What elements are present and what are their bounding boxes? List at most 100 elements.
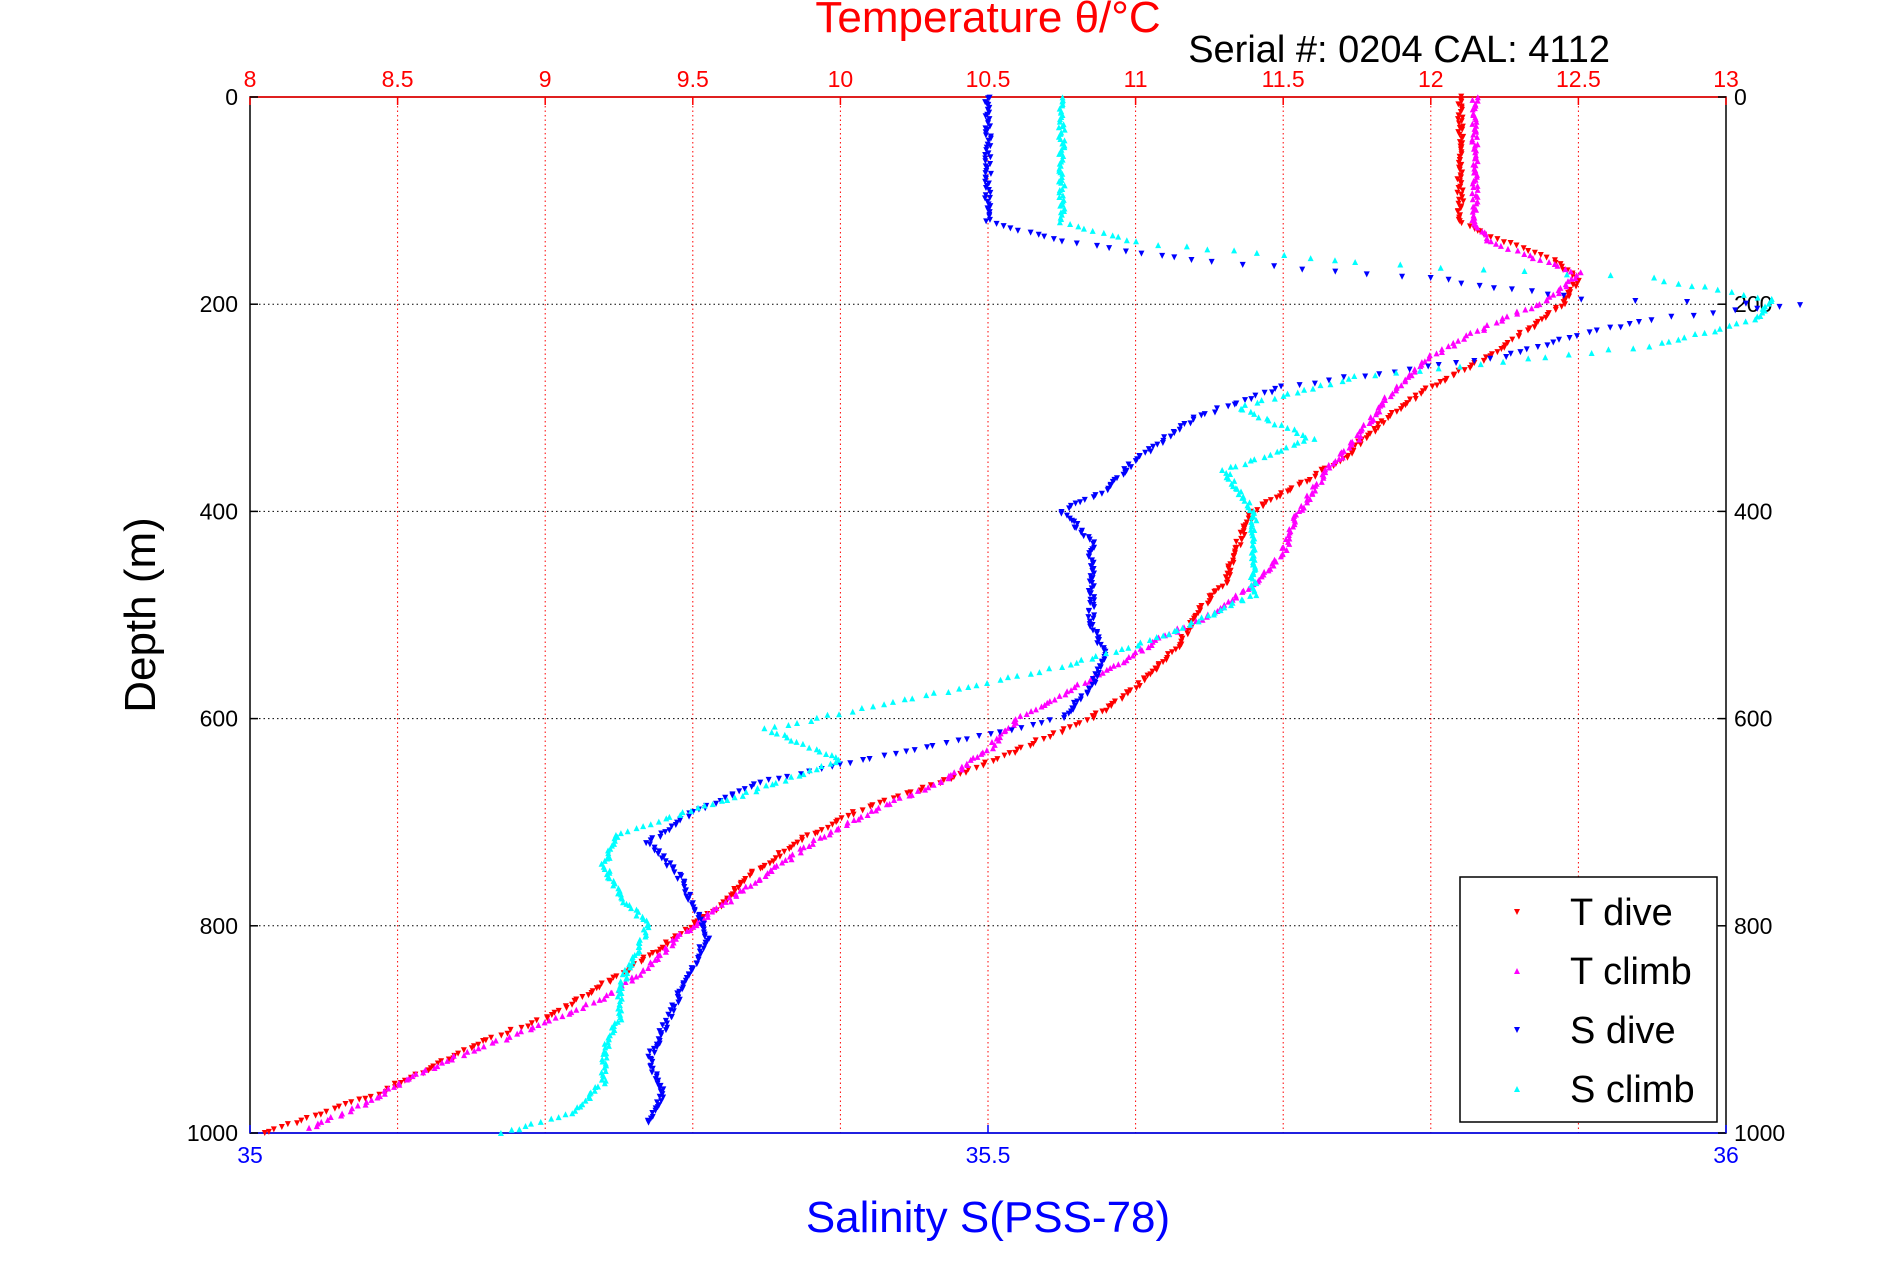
data-point	[1765, 300, 1772, 307]
data-point	[1254, 507, 1261, 514]
data-point	[1073, 659, 1080, 666]
data-point	[965, 684, 972, 691]
series-t-climb	[306, 94, 1584, 1131]
data-point	[1542, 314, 1549, 321]
data-point	[684, 927, 691, 934]
data-point	[1248, 514, 1255, 521]
data-point	[381, 1090, 388, 1097]
data-point	[1525, 355, 1532, 362]
data-point	[654, 949, 661, 956]
data-point	[1456, 131, 1463, 138]
data-point	[374, 1094, 381, 1101]
data-point	[1474, 193, 1481, 200]
data-point	[881, 797, 888, 804]
legend-marker	[1514, 968, 1520, 974]
data-point	[794, 839, 801, 846]
data-point	[666, 813, 673, 820]
data-point	[1176, 426, 1183, 433]
data-point	[648, 1069, 655, 1076]
data-point	[1380, 420, 1387, 427]
data-point	[1198, 412, 1205, 419]
data-point	[1437, 264, 1444, 271]
data-point	[823, 750, 830, 757]
data-point	[978, 750, 985, 757]
data-point	[1167, 433, 1174, 440]
data-point	[1550, 291, 1557, 298]
data-point	[1087, 623, 1094, 630]
data-point	[1406, 396, 1413, 403]
data-point	[1004, 674, 1011, 681]
data-point	[1477, 361, 1484, 368]
data-point	[1490, 285, 1497, 292]
data-point	[662, 858, 669, 865]
data-point	[1091, 594, 1098, 601]
data-point	[1684, 299, 1691, 306]
data-point	[628, 974, 635, 981]
data-point	[1291, 426, 1298, 433]
data-point	[1556, 290, 1563, 297]
data-point	[784, 734, 791, 741]
data-point	[1304, 499, 1311, 506]
data-point	[1133, 238, 1140, 245]
data-point	[766, 860, 773, 867]
data-point	[598, 980, 605, 987]
data-point	[640, 916, 647, 923]
data-point	[391, 1083, 398, 1090]
data-point	[747, 882, 754, 889]
data-point	[800, 844, 807, 851]
data-point	[1474, 97, 1481, 104]
data-point	[1144, 672, 1151, 679]
top-tick-label: 11	[1124, 66, 1148, 92]
data-point	[1183, 243, 1190, 250]
data-point	[983, 747, 990, 754]
data-point	[654, 1044, 661, 1051]
data-point	[1267, 451, 1274, 458]
data-point	[1169, 649, 1176, 656]
data-point	[1300, 437, 1307, 444]
data-point	[986, 216, 993, 223]
data-point	[1271, 263, 1278, 270]
data-point	[1070, 699, 1077, 706]
data-point	[870, 703, 877, 710]
data-point	[896, 794, 903, 801]
data-point	[1692, 331, 1699, 338]
data-point	[1146, 636, 1153, 643]
data-point	[1106, 245, 1113, 252]
data-point	[695, 915, 702, 922]
data-point	[1074, 681, 1081, 688]
data-point	[655, 818, 662, 825]
data-point	[623, 975, 630, 982]
data-point	[1267, 497, 1274, 504]
data-point	[909, 695, 916, 702]
data-point	[1567, 268, 1574, 275]
data-point	[1177, 423, 1184, 430]
data-point	[1332, 268, 1339, 275]
data-point	[588, 989, 595, 996]
data-point	[813, 746, 820, 753]
data-point	[1245, 515, 1252, 522]
data-point	[798, 771, 805, 778]
data-point	[1381, 394, 1388, 401]
data-point	[619, 895, 626, 902]
data-point	[1550, 339, 1557, 346]
data-point	[1160, 659, 1167, 666]
data-point	[1473, 118, 1480, 125]
data-point	[793, 738, 800, 745]
data-point	[654, 1080, 661, 1087]
data-point	[781, 848, 788, 855]
data-point	[1094, 242, 1101, 249]
data-point	[891, 797, 898, 804]
data-point	[1605, 346, 1612, 353]
data-point	[667, 860, 674, 867]
data-point	[1527, 252, 1534, 259]
data-point	[1272, 558, 1279, 565]
data-point	[864, 812, 871, 819]
data-point	[1061, 126, 1068, 133]
data-point	[649, 1058, 656, 1065]
data-point	[1675, 280, 1682, 287]
data-point	[1607, 272, 1614, 279]
data-point	[1296, 382, 1303, 389]
data-point	[620, 899, 627, 906]
data-point	[709, 908, 716, 915]
data-point	[1471, 357, 1478, 364]
